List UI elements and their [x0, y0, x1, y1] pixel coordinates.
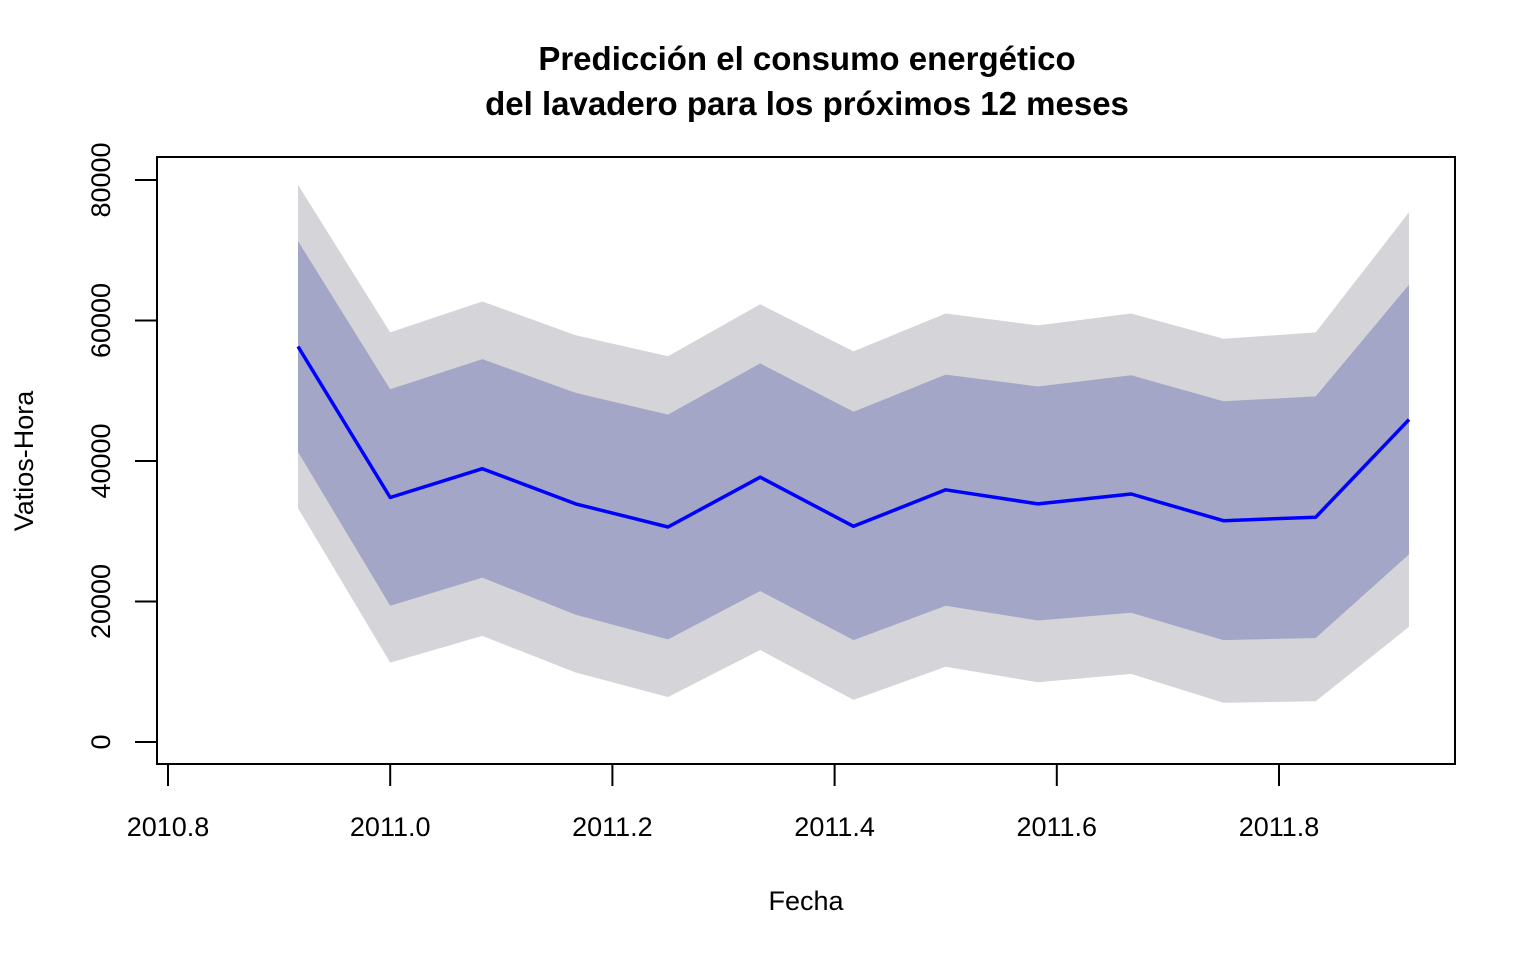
forecast-line — [296, 345, 1411, 529]
band-80-area — [298, 241, 1409, 641]
forecast-line-group — [296, 345, 1411, 529]
y-tick-label: 0 — [86, 734, 116, 749]
chart-title-line-1: Predicción el consumo energético — [538, 40, 1075, 77]
x-tick-label: 2011.4 — [794, 812, 875, 842]
y-axis: 0 20000 40000 60000 80000 — [86, 142, 158, 750]
x-tick-label: 2010.8 — [127, 812, 210, 842]
y-axis-label: Vatios-Hora — [9, 390, 39, 532]
y-tick-label: 20000 — [86, 564, 116, 639]
x-tick-label: 2011.8 — [1239, 812, 1320, 842]
x-axis: 2010.8 2011.0 2011.2 2011.4 2011.6 2011.8 — [127, 763, 1320, 842]
x-tick-label: 2011.6 — [1017, 812, 1098, 842]
y-tick-label: 80000 — [86, 142, 116, 217]
y-tick-label: 40000 — [86, 423, 116, 498]
x-axis-label: Fecha — [768, 886, 844, 916]
x-tick-label: 2011.0 — [350, 812, 431, 842]
confidence-bands — [298, 184, 1409, 703]
chart-title-line-2: del lavadero para los próximos 12 meses — [485, 85, 1129, 122]
y-tick-label: 60000 — [86, 283, 116, 358]
x-tick-label: 2011.2 — [572, 812, 653, 842]
